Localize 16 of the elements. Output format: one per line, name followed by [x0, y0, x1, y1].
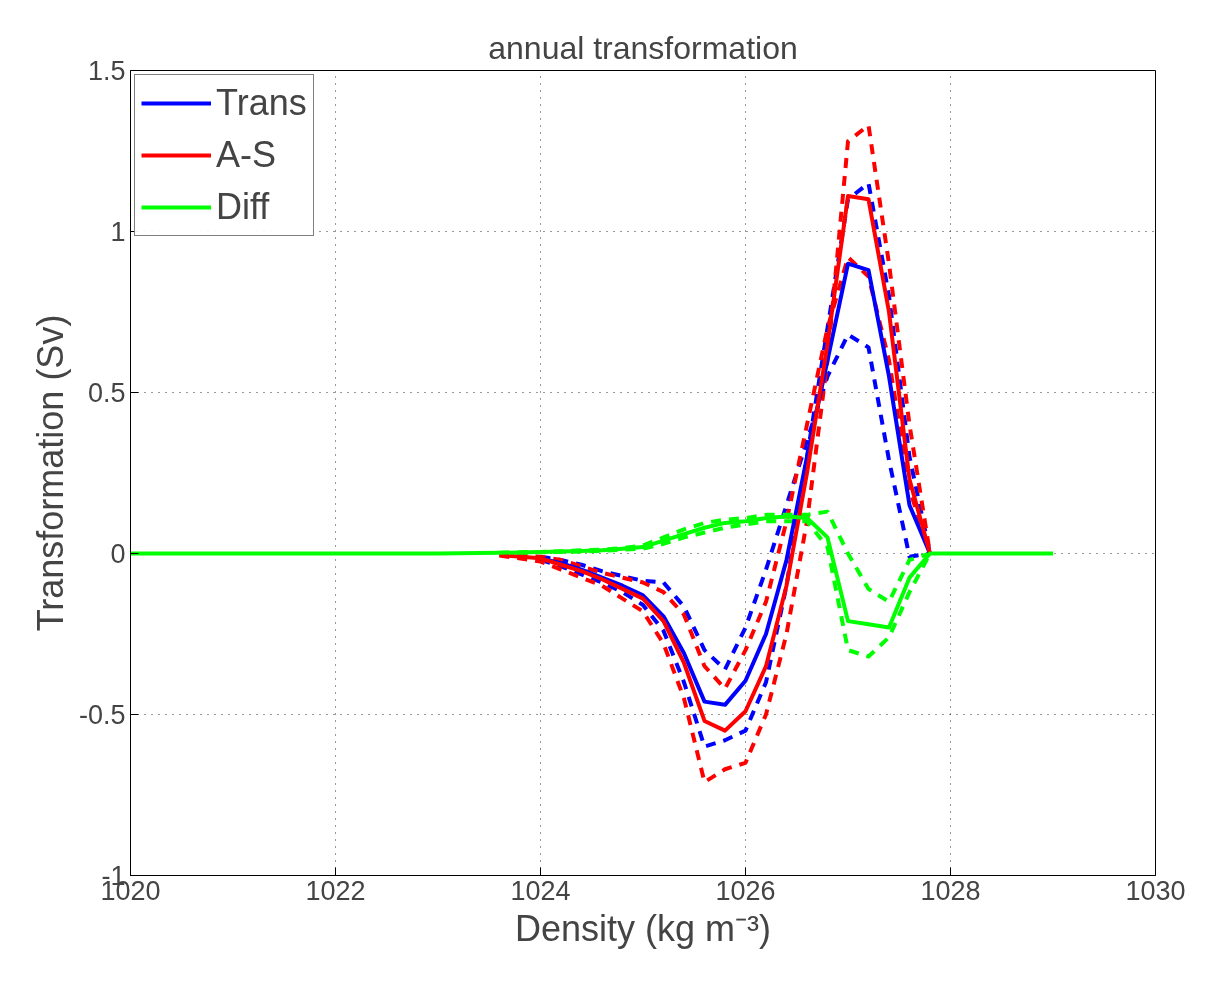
y-tick-label: 0.5: [87, 378, 126, 408]
chart-title: annual transformation: [488, 29, 798, 66]
x-axis-title: Density (kg m⁻³): [514, 907, 772, 949]
y-tick-label: 1.5: [87, 56, 126, 86]
x-tick-label: 1024: [510, 875, 571, 906]
y-axis-title: Transformation (Sv): [29, 314, 71, 632]
x-tick-label: 1022: [305, 875, 366, 906]
y-tick-label: 0: [110, 539, 126, 569]
x-tick-label: 1028: [920, 875, 981, 906]
y-tick-label: -0.5: [78, 700, 126, 730]
legend-label: Diff: [216, 185, 270, 229]
y-tick-label: 1: [110, 217, 126, 247]
x-tick-label: 1026: [715, 875, 776, 906]
legend-label: Trans: [216, 81, 307, 125]
x-tick-label: 1030: [1125, 875, 1186, 906]
legend-label: A-S: [216, 133, 277, 177]
